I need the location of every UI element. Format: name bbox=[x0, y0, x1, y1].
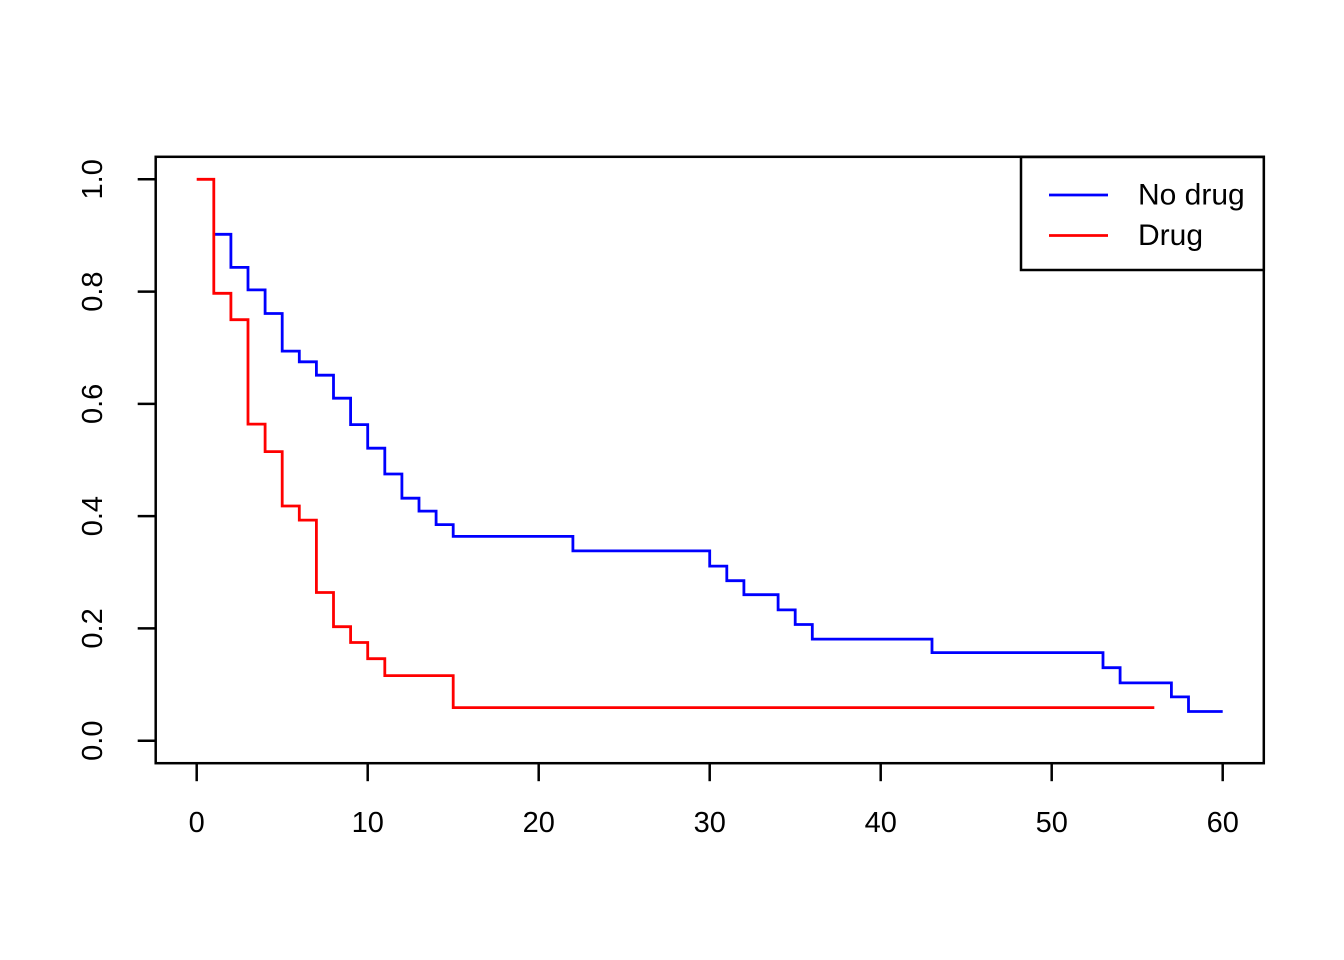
x-tick-label: 10 bbox=[352, 807, 384, 839]
legend-label-drug: Drug bbox=[1138, 219, 1203, 252]
y-axis: 0.0 0.2 0.4 0.6 0.8 1.0 bbox=[77, 159, 156, 761]
x-tick-label: 40 bbox=[865, 807, 897, 839]
y-tick-label: 0.2 bbox=[77, 608, 109, 648]
legend-label-no-drug: No drug bbox=[1138, 179, 1245, 212]
legend-box bbox=[1019, 155, 1266, 272]
x-tick-label: 60 bbox=[1207, 807, 1239, 839]
y-tick-label: 0.0 bbox=[77, 721, 109, 761]
x-axis: 0 10 20 30 40 50 60 bbox=[189, 763, 1239, 839]
y-tick-label: 0.8 bbox=[77, 271, 109, 311]
drug-curve bbox=[196, 177, 1155, 709]
y-tick-label: 1.0 bbox=[77, 159, 109, 199]
x-tick-label: 20 bbox=[523, 807, 555, 839]
legend: No drug Drug bbox=[1019, 155, 1266, 272]
x-tick-label: 30 bbox=[694, 807, 726, 839]
survival-curves bbox=[196, 177, 1223, 713]
no-drug-curve bbox=[213, 232, 1223, 713]
x-tick-label: 0 bbox=[189, 807, 205, 839]
x-tick-label: 50 bbox=[1036, 807, 1068, 839]
y-tick-label: 0.6 bbox=[77, 384, 109, 424]
y-tick-label: 0.4 bbox=[77, 496, 109, 536]
